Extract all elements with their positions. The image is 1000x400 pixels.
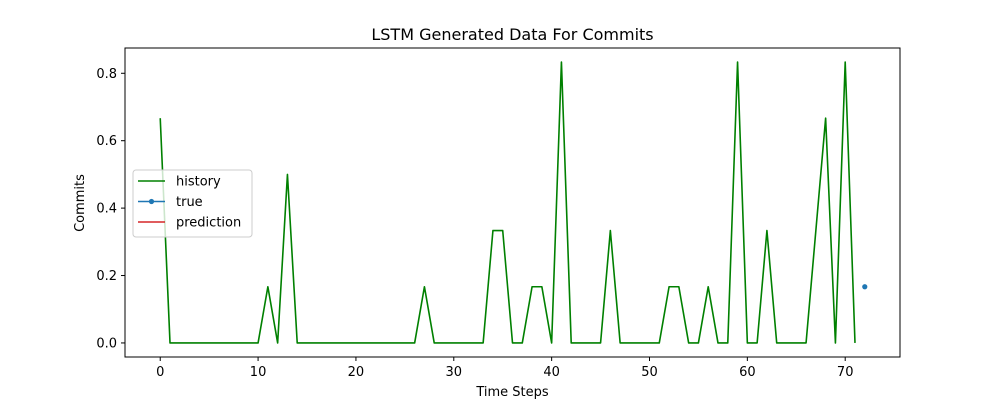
y-axis-label: Commits bbox=[73, 174, 88, 232]
y-tick-label: 0.8 bbox=[96, 67, 117, 82]
plot-frame bbox=[124, 47, 901, 358]
data-point-true bbox=[862, 284, 868, 290]
x-tick-label: 30 bbox=[446, 365, 463, 380]
legend-marker-true bbox=[148, 198, 155, 205]
x-tick-label: 0 bbox=[156, 365, 164, 380]
x-tick-label: 70 bbox=[837, 365, 854, 380]
x-axis: 0 10 20 30 40 50 60 70 bbox=[156, 357, 853, 380]
x-tick-label: 10 bbox=[250, 365, 267, 380]
x-tick-label: 50 bbox=[641, 365, 658, 380]
y-tick-label: 0.2 bbox=[96, 269, 117, 284]
y-axis: 0.0 0.2 0.4 0.6 0.8 bbox=[96, 67, 125, 351]
legend-label-prediction: prediction bbox=[176, 216, 241, 231]
series-line-history bbox=[159, 61, 856, 344]
y-tick-label: 0.6 bbox=[96, 134, 117, 149]
x-tick-label: 20 bbox=[348, 365, 365, 380]
legend-box bbox=[132, 169, 253, 238]
legend-label-true: true bbox=[176, 195, 203, 210]
legend-label-history: history bbox=[176, 175, 221, 190]
x-tick-label: 40 bbox=[543, 365, 560, 380]
x-tick-label: 60 bbox=[739, 365, 756, 380]
chart-title: LSTM Generated Data For Commits bbox=[371, 25, 653, 44]
legend: history true prediction bbox=[132, 169, 253, 238]
y-tick-label: 0.0 bbox=[96, 336, 117, 351]
x-axis-label: Time Steps bbox=[475, 385, 549, 400]
plot-area bbox=[159, 61, 868, 344]
y-tick-label: 0.4 bbox=[96, 202, 117, 217]
